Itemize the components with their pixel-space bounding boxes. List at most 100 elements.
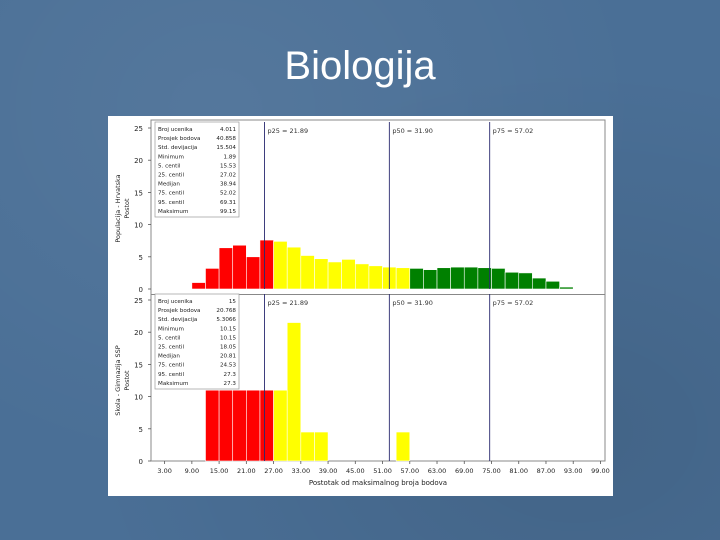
percentile-label: p75 = 57.02	[493, 299, 534, 307]
histogram-bar	[395, 267, 411, 290]
stats-value: 1.89	[224, 154, 237, 160]
x-tick-label: 9.00	[185, 467, 199, 475]
y-tick-label: 0	[139, 458, 143, 466]
stats-label: 95. centil	[158, 200, 184, 206]
stats-label: 75. centil	[158, 191, 184, 197]
stats-value: 15.504	[216, 145, 236, 151]
histogram-bar	[327, 261, 342, 290]
x-tick-label: 3.00	[157, 467, 171, 475]
histogram-bar	[259, 239, 274, 290]
x-tick-label: 69.00	[455, 467, 474, 475]
stats-value: 5.3066	[216, 317, 236, 323]
stats-label: Prosjek bodova	[158, 308, 201, 314]
histogram-bar	[545, 280, 560, 290]
histogram-bar	[300, 255, 315, 290]
x-tick-label: 39.00	[319, 467, 338, 475]
y-tick-label: 5	[139, 254, 143, 262]
stats-value: 52.02	[220, 191, 236, 197]
y-tick-label: 20	[134, 329, 143, 337]
stats-label: Broj ucenika	[158, 127, 193, 133]
x-tick-label: 45.00	[346, 467, 365, 475]
histogram-bar	[423, 269, 438, 290]
x-tick-label: 57.00	[400, 467, 419, 475]
y-tick-label: 15	[134, 189, 143, 197]
y-tick-label: 0	[139, 286, 143, 294]
histogram-bar	[259, 389, 274, 462]
histogram-bar	[232, 244, 247, 290]
stats-value: 20.81	[220, 354, 236, 360]
histogram-bar	[436, 267, 451, 290]
stats-value: 24.53	[220, 363, 236, 369]
stats-label: 75. centil	[158, 363, 184, 369]
stats-label: Medijan	[158, 182, 180, 188]
x-tick-label: 99.00	[591, 467, 610, 475]
histogram-bar	[300, 431, 315, 462]
histogram-bar	[532, 277, 547, 290]
y-axis-group-label: Skola - Gimnazija SSP	[114, 345, 122, 416]
stats-label: Minimum	[158, 326, 184, 332]
x-axis-label: Postotak od maksimalnog broja bodova	[309, 479, 447, 487]
stats-label: Std. devijacija	[158, 317, 197, 323]
stats-box	[154, 121, 240, 218]
stats-value: 18.05	[220, 345, 236, 351]
stats-box	[154, 293, 240, 390]
stats-value: 4.011	[220, 127, 236, 133]
y-tick-label: 20	[134, 157, 143, 165]
histogram-figure: 0 5 10 15 20 25 Populacija - Hrvatska Postot p25…	[108, 116, 613, 496]
stats-label: Broj ucenika	[158, 299, 193, 305]
stats-value: 40.858	[216, 136, 236, 142]
stats-value: 27.02	[220, 173, 236, 179]
stats-value: 27.3	[224, 381, 237, 387]
stats-value: 99.15	[220, 209, 236, 215]
stats-label: Prosjek bodova	[158, 136, 201, 142]
histogram-bar	[314, 431, 329, 462]
percentile-label: p75 = 57.02	[493, 127, 534, 135]
stats-label: 5. centil	[158, 163, 181, 169]
slide-title: Biologija	[284, 44, 436, 88]
y-axis-label: Postot	[123, 370, 131, 391]
histogram-bar	[246, 256, 261, 290]
stats-value: 15	[229, 299, 237, 305]
stats-value: 20.768	[216, 308, 236, 314]
histogram-bar	[518, 272, 533, 290]
y-axis-group-label: Populacija - Hrvatska	[114, 174, 122, 242]
y-tick-label: 25	[134, 125, 143, 133]
histogram-bar	[286, 246, 302, 290]
histogram-bar	[409, 268, 424, 290]
stats-label: Maksimum	[158, 381, 188, 387]
histogram-bar	[273, 389, 288, 462]
x-tick-label: 87.00	[537, 467, 556, 475]
stats-value: 10.15	[220, 335, 236, 341]
stats-label: Std. devijacija	[158, 145, 197, 151]
percentile-label: p25 = 21.89	[268, 299, 309, 307]
percentile-label: p25 = 21.89	[268, 127, 309, 135]
y-tick-label: 15	[134, 361, 143, 369]
stats-value: 69.31	[220, 200, 236, 206]
panel-bottom: 0 5 10 15 20 25 Skola - Gimnazija SSP Postot p25…	[114, 293, 610, 487]
histogram-bar	[341, 259, 356, 290]
y-tick-label: 25	[134, 297, 143, 305]
histogram-bar	[559, 286, 574, 290]
histogram-bar	[218, 389, 234, 462]
histogram-bar	[205, 268, 220, 290]
stats-label: Minimum	[158, 154, 184, 160]
histogram-bar	[218, 247, 234, 290]
stats-value: 27.3	[224, 372, 237, 378]
x-tick-label: 27.00	[264, 467, 283, 475]
x-tick-label: 75.00	[482, 467, 501, 475]
y-axis-label: Postot	[123, 198, 131, 219]
histogram-bar	[205, 389, 220, 462]
stats-label: Medijan	[158, 354, 180, 360]
x-tick-label: 81.00	[509, 467, 528, 475]
panel-top: 0 5 10 15 20 25 Populacija - Hrvatska Postot p25…	[114, 121, 574, 294]
histogram-bar	[314, 258, 329, 290]
histogram-bar	[395, 431, 411, 462]
x-tick-label: 63.00	[428, 467, 447, 475]
histogram-bar	[355, 263, 370, 290]
y-tick-label: 5	[139, 426, 143, 434]
histogram-bar	[504, 271, 520, 290]
histogram-bar	[368, 265, 383, 290]
stats-label: 25. centil	[158, 173, 184, 179]
histogram-bar	[463, 266, 479, 290]
